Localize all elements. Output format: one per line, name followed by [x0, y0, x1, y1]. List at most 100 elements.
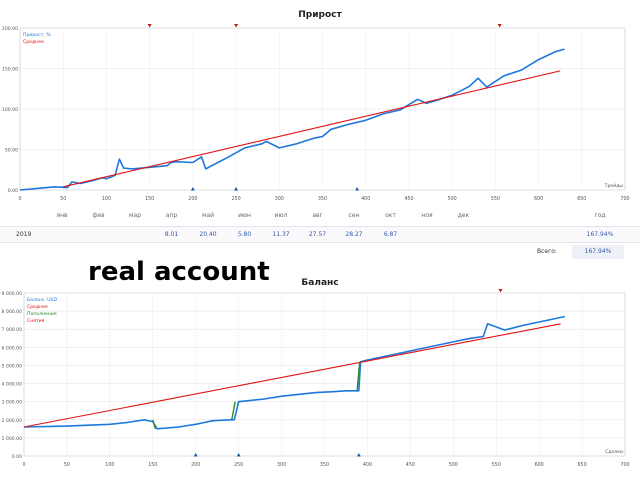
growth-chart: 0.00 50.00 100.00 150.00 200.00 0 50 100 150 200 2… [2, 24, 630, 202]
x-tick-label: 400 [361, 196, 370, 202]
month-value: 27.57 [308, 231, 327, 238]
x-tick-label: 650 [577, 196, 586, 202]
x-tick-label: 50 [64, 462, 70, 468]
y-tick-label: 150.00 [2, 67, 18, 73]
x-tick-label: 700 [620, 196, 629, 202]
month-value: 20.40 [199, 231, 217, 238]
y-tick-label: 6 000.00 [2, 345, 23, 351]
month-header: дек [457, 212, 470, 219]
x-tick-label: 300 [275, 196, 284, 202]
legend-entry: Пополнения [27, 311, 57, 317]
series-line-deposits [231, 401, 236, 420]
balance-chart-title: Баланс [301, 278, 339, 288]
series-line-deposits [152, 419, 157, 430]
marker-top [147, 24, 152, 28]
month-header: апр [165, 212, 178, 219]
month-value-row: 8.01 20.40 5.80 11.37 27.57 28.27 6.87 167.94% 2… [0, 226, 640, 243]
marker-top [498, 289, 503, 293]
marker-bottom [190, 187, 195, 191]
x-tick-label: 600 [534, 196, 543, 202]
series-line-main [19, 48, 565, 191]
marker-bottom [193, 453, 198, 457]
x-tick-label: 0 [18, 196, 21, 202]
y-tick-label: 2 000.00 [2, 418, 23, 424]
x-tick-label: 150 [145, 196, 154, 202]
x-tick-label: 250 [234, 462, 243, 468]
month-header: сен [348, 212, 360, 219]
x-tick-label: 600 [535, 462, 544, 468]
x-tick-label: 350 [318, 196, 327, 202]
x-tick-label: 500 [449, 462, 458, 468]
marker-bottom [234, 187, 239, 191]
legend-entry: Прирост, % [23, 32, 51, 38]
y-tick-label: 50.00 [5, 148, 18, 154]
month-header: фев [92, 212, 105, 219]
x-axis-label: Трейды [604, 182, 624, 189]
year-value: 167.94% [586, 231, 614, 238]
series-line-average [63, 70, 561, 188]
y-tick-label: 5 000.00 [2, 363, 23, 369]
y-tick-label: 0.00 [12, 454, 22, 460]
year-header: год [594, 212, 606, 219]
x-tick-label: 550 [491, 196, 500, 202]
y-tick-label: 200.00 [2, 26, 18, 32]
total-value: 167.94% [572, 245, 624, 259]
month-value: 6.87 [383, 231, 398, 238]
marker-bottom [355, 187, 360, 191]
x-tick-label: 500 [448, 196, 457, 202]
month-header: июн [238, 212, 251, 219]
marker-top [497, 24, 502, 28]
month-header: авг [312, 212, 323, 219]
x-tick-label: 700 [620, 462, 629, 468]
month-value: 28.27 [345, 231, 363, 238]
y-tick-label: 9 000.00 [2, 291, 23, 297]
y-tick-label: 3 000.00 [2, 400, 23, 406]
x-tick-label: 300 [277, 462, 286, 468]
month-header: июл [274, 212, 288, 219]
month-header-row: янв фев мар апр май июн июл авг сен окт ноя дек год [0, 208, 640, 223]
total-label: Всего: [537, 248, 557, 255]
month-value: 11.37 [272, 231, 290, 238]
year-label: 2019 [16, 231, 32, 238]
series-line-main [23, 315, 566, 430]
series-line-deposits [356, 361, 361, 391]
month-header: май [201, 212, 215, 219]
x-axis-label: Сделки [605, 449, 623, 455]
x-tick-label: 450 [404, 196, 413, 202]
x-tick-label: 650 [577, 462, 586, 468]
month-header: окт [385, 212, 396, 219]
x-tick-label: 50 [60, 196, 66, 202]
x-tick-label: 450 [406, 462, 415, 468]
x-tick-label: 200 [191, 462, 200, 468]
month-value: 8.01 [164, 231, 179, 238]
x-tick-label: 100 [105, 462, 114, 468]
series-line-average [23, 323, 561, 428]
legend-entry: Баланс, USD [27, 297, 57, 303]
x-tick-label: 550 [492, 462, 501, 468]
legend-entry: Среднее [27, 304, 48, 310]
marker-bottom [236, 453, 241, 457]
y-tick-label: 8 000.00 [2, 309, 23, 315]
x-tick-label: 100 [102, 196, 111, 202]
x-tick-label: 0 [22, 462, 25, 468]
y-tick-label: 7 000.00 [2, 327, 23, 333]
marker-bottom [356, 453, 361, 457]
x-tick-label: 150 [148, 462, 157, 468]
x-tick-label: 350 [320, 462, 329, 468]
month-header: ноя [421, 212, 433, 219]
y-tick-label: 0.00 [8, 188, 18, 194]
marker-top [234, 24, 239, 28]
balance-chart: 0.00 1 000.00 2 000.00 3 000.00 4 000.00 5 00… [2, 289, 630, 468]
x-tick-label: 400 [363, 462, 372, 468]
y-tick-label: 100.00 [2, 107, 18, 113]
legend-entry: Среднее [23, 39, 44, 45]
month-header: янв [56, 212, 68, 219]
legend-entry: Снятия [27, 318, 45, 324]
growth-chart-title: Прирост [298, 10, 342, 20]
y-tick-label: 1 000.00 [2, 436, 23, 442]
x-tick-label: 250 [231, 196, 240, 202]
x-tick-label: 200 [188, 196, 197, 202]
month-header: мар [128, 212, 141, 219]
month-value: 5.80 [237, 231, 252, 238]
overlay-text-line1: real account [88, 257, 270, 287]
